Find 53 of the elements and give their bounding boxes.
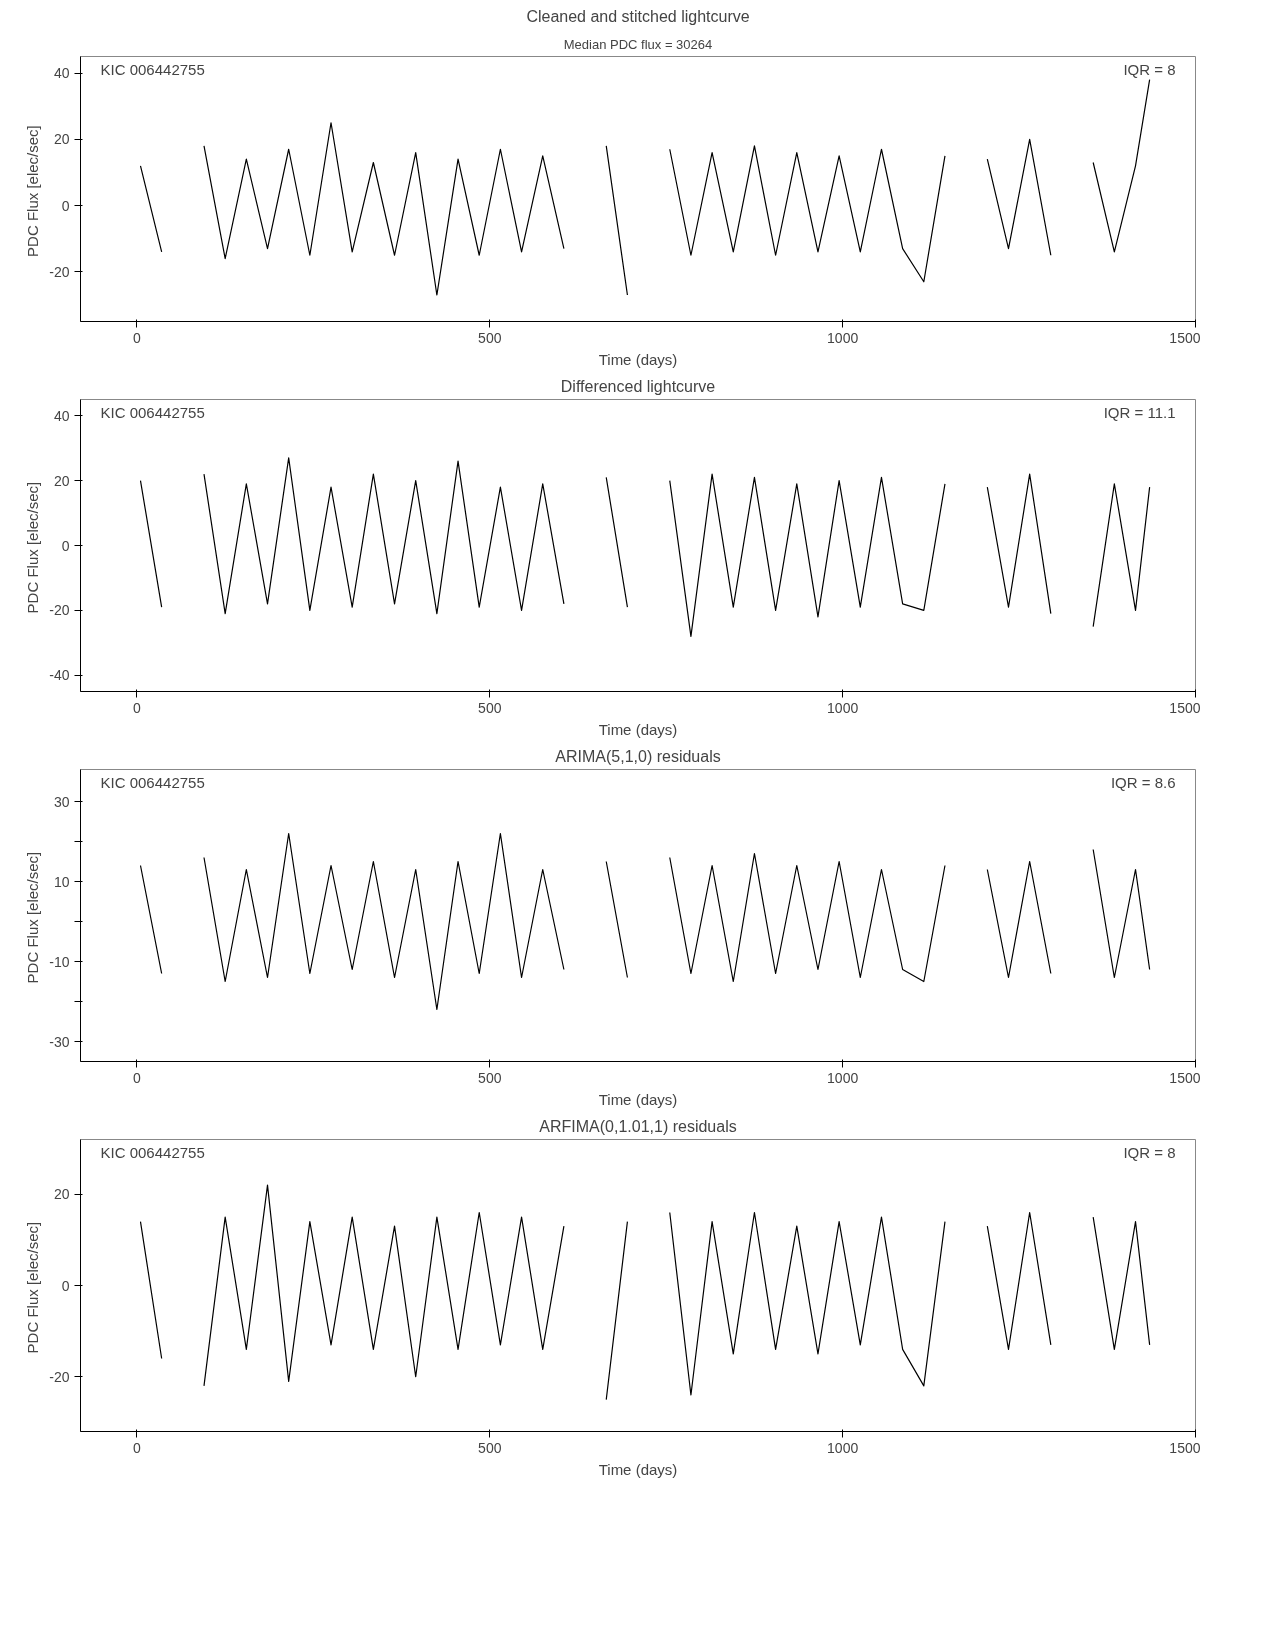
- x-tick-label: 0: [133, 329, 142, 346]
- x-tick-label: 1000: [827, 1069, 859, 1086]
- x-tick-label: 0: [133, 1439, 142, 1456]
- x-axis-title: Time (days): [598, 350, 678, 368]
- x-tick-label: 1500: [1169, 1439, 1201, 1456]
- x-tick-label: 500: [478, 699, 502, 716]
- y-tick-label: 40: [53, 407, 70, 424]
- y-tick-label: 0: [61, 537, 70, 554]
- annotation: IQR = 8: [1123, 1143, 1176, 1161]
- y-tick-label: -10: [49, 953, 70, 970]
- x-axis-title: Time (days): [598, 1460, 678, 1478]
- y-tick-label: 30: [53, 793, 70, 810]
- y-tick-label: -20: [49, 1368, 70, 1385]
- x-tick-label: 1000: [827, 699, 859, 716]
- x-tick-label: 1000: [827, 329, 859, 346]
- x-axis-title: Time (days): [598, 1090, 678, 1108]
- chart-title: ARFIMA(0,1.01,1) residuals: [539, 1117, 737, 1135]
- x-axis-title: Time (days): [598, 720, 678, 738]
- y-axis-title: PDC Flux [elec/sec]: [24, 481, 42, 614]
- x-tick-label: 500: [478, 1069, 502, 1086]
- y-tick-label: 0: [61, 197, 70, 214]
- chart-title: ARIMA(5,1,0) residuals: [555, 747, 721, 765]
- y-tick-label: -20: [49, 602, 70, 619]
- annotation: IQR = 8: [1123, 60, 1176, 78]
- y-axis-title: PDC Flux [elec/sec]: [24, 851, 42, 984]
- x-tick-label: 1000: [827, 1439, 859, 1456]
- x-tick-label: 0: [133, 699, 142, 716]
- annotation: KIC 006442755: [100, 403, 205, 421]
- chart-subtitle: Median PDC flux = 30264: [563, 36, 713, 52]
- y-tick-label: -30: [49, 1033, 70, 1050]
- annotation: IQR = 8.6: [1110, 773, 1176, 791]
- annotation: KIC 006442755: [100, 773, 205, 791]
- chart-title: Cleaned and stitched lightcurve: [526, 7, 750, 25]
- annotation: KIC 006442755: [100, 1143, 205, 1161]
- y-axis-title: PDC Flux [elec/sec]: [24, 1221, 42, 1354]
- y-tick-label: -20: [49, 263, 70, 280]
- x-tick-label: 1500: [1169, 1069, 1201, 1086]
- x-tick-label: 500: [478, 1439, 502, 1456]
- annotation: KIC 006442755: [100, 60, 205, 78]
- y-tick-label: 0: [61, 1277, 70, 1294]
- y-tick-label: 10: [53, 873, 70, 890]
- x-tick-label: 1500: [1169, 699, 1201, 716]
- x-tick-label: 500: [478, 329, 502, 346]
- x-tick-label: 1500: [1169, 329, 1201, 346]
- y-tick-label: -40: [49, 667, 70, 684]
- y-tick-label: 20: [53, 472, 70, 489]
- x-tick-label: 0: [133, 1069, 142, 1086]
- chart-title: Differenced lightcurve: [560, 377, 716, 395]
- y-tick-label: 20: [53, 131, 70, 148]
- y-axis-title: PDC Flux [elec/sec]: [24, 125, 42, 257]
- annotation: IQR = 11.1: [1103, 403, 1176, 421]
- y-tick-label: 20: [53, 1186, 70, 1203]
- y-tick-label: 40: [53, 65, 70, 82]
